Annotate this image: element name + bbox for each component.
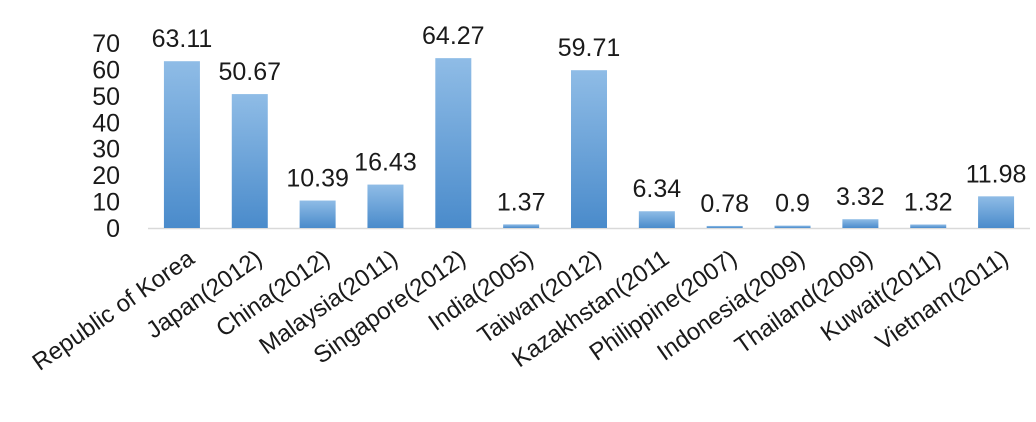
y-tick-label: 40: [92, 109, 120, 137]
bar: [842, 219, 879, 228]
bar: [231, 94, 268, 228]
y-tick-label: 30: [92, 136, 120, 164]
data-label: 64.27: [422, 22, 485, 50]
data-label: 3.32: [836, 183, 885, 211]
data-label: 0.9: [775, 190, 810, 218]
data-label: 59.71: [558, 34, 621, 62]
data-label: 11.98: [966, 160, 1027, 188]
data-label: 1.32: [904, 189, 953, 217]
y-tick-label: 60: [92, 56, 120, 84]
y-tick-label: 70: [92, 30, 120, 58]
bar: [774, 225, 811, 228]
bar: [367, 184, 404, 228]
data-label: 1.37: [497, 188, 546, 216]
data-label: 50.67: [218, 58, 281, 86]
bar: [978, 196, 1015, 228]
bar: [706, 225, 743, 228]
bar: [571, 70, 607, 228]
bar: [503, 224, 540, 228]
x-axis-labels: Republic of KoreaJapan(2012)China(2012)M…: [28, 244, 1014, 376]
data-label: 16.43: [354, 149, 417, 177]
bar: [299, 200, 336, 228]
bars-group: [163, 58, 1015, 228]
bar: [910, 224, 947, 228]
y-tick-label: 50: [92, 83, 120, 111]
data-label: 63.11: [152, 25, 213, 53]
bar: [435, 58, 472, 228]
y-tick-label: 0: [106, 215, 120, 243]
data-label: 6.34: [633, 175, 682, 203]
bar: [163, 61, 200, 228]
data-label: 10.39: [286, 165, 349, 193]
y-tick-label: 10: [92, 189, 120, 217]
data-label: 0.78: [700, 190, 749, 218]
bar: [638, 211, 675, 228]
y-tick-label: 20: [92, 162, 120, 190]
